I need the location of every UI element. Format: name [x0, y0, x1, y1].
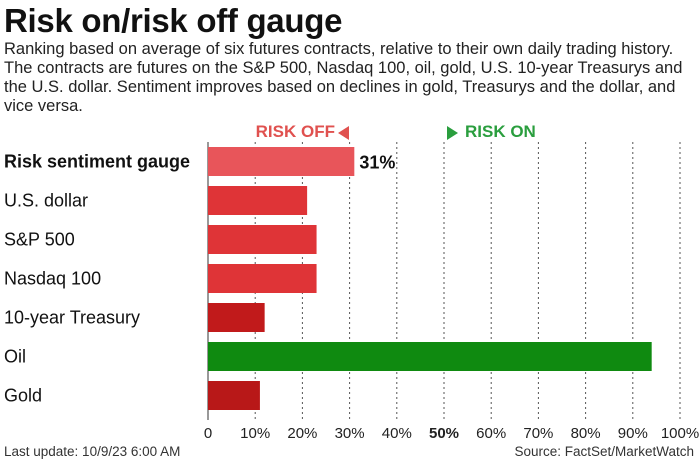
x-tick-label: 60% — [476, 425, 506, 442]
x-tick-label: 90% — [618, 425, 648, 442]
risk-legend: RISK OFF RISK ON — [0, 122, 700, 144]
category-label: Gold — [4, 386, 42, 406]
source-note: Source: FactSet/MarketWatch — [514, 444, 694, 459]
category-label: S&P 500 — [4, 230, 75, 250]
x-tick-label: 40% — [382, 425, 412, 442]
category-label: 10-year Treasury — [4, 308, 140, 328]
x-tick-label: 20% — [287, 425, 317, 442]
x-tick-label: 80% — [571, 425, 601, 442]
x-tick-label: 50% — [429, 425, 459, 442]
category-label: Nasdaq 100 — [4, 269, 101, 289]
risk-on-label: RISK ON — [465, 122, 536, 141]
bar — [208, 381, 260, 410]
category-label: Risk sentiment gauge — [4, 152, 190, 172]
chart-subtitle: Ranking based on average of six futures … — [4, 40, 683, 115]
risk-off-label: RISK OFF — [255, 122, 335, 141]
category-label: U.S. dollar — [4, 191, 88, 211]
last-update: Last update: 10/9/23 6:00 AM — [4, 444, 181, 459]
x-tick-label: 0 — [204, 425, 212, 442]
data-label: 31% — [359, 153, 395, 173]
bar — [208, 264, 317, 293]
x-tick-label: 70% — [523, 425, 553, 442]
x-tick-label: 10% — [240, 425, 270, 442]
risk-off-arrow-icon — [338, 126, 349, 140]
risk-on-arrow-icon — [447, 126, 458, 140]
bar — [208, 186, 308, 215]
bar — [208, 342, 652, 371]
category-label: Oil — [4, 347, 26, 367]
bar — [208, 303, 265, 332]
bar — [208, 147, 355, 176]
x-tick-label: 30% — [335, 425, 365, 442]
chart-title: Risk on/risk off gauge — [4, 2, 343, 39]
x-tick-label: 100% — [661, 425, 699, 442]
bar — [208, 225, 317, 254]
